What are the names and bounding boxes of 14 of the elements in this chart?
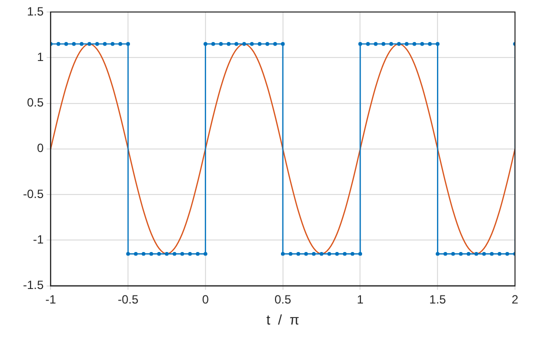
x-tick-label: 2	[512, 292, 519, 306]
y-tick-label: 0	[36, 141, 44, 156]
y-tick-label: -1	[33, 232, 44, 246]
x-axis-title: t / π	[266, 311, 300, 328]
x-tick-label: 1.5	[429, 292, 446, 306]
y-tick-label: 1.5	[26, 4, 44, 18]
y-tick-label: 0.5	[26, 96, 44, 110]
y-tick-label: -1.5	[22, 278, 44, 292]
y-tick-label: 1	[36, 50, 44, 64]
x-tick-label: 0	[202, 292, 210, 306]
y-tick-label: -0.5	[22, 186, 44, 201]
x-tick-label: -0.5	[118, 292, 139, 306]
x-tick-label: 0.5	[274, 292, 292, 306]
x-tick-label: 1	[356, 292, 364, 306]
